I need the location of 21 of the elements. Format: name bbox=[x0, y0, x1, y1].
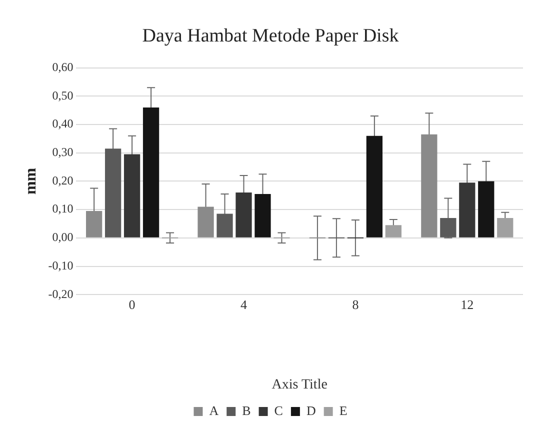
y-tick-label: 0,50 bbox=[52, 88, 74, 102]
legend-label: C bbox=[274, 402, 283, 418]
legend-label: D bbox=[306, 402, 316, 418]
y-tick-label: -0,20 bbox=[48, 286, 74, 301]
y-tick-label: 0,10 bbox=[52, 202, 74, 216]
chart-title: Daya Hambat Metode Paper Disk bbox=[142, 25, 400, 46]
y-tick-label: -0,10 bbox=[48, 258, 74, 272]
legend-label: B bbox=[242, 402, 252, 418]
y-tick-label: 0,30 bbox=[52, 145, 74, 160]
x-tick-label: 8 bbox=[352, 296, 359, 312]
legend-label: A bbox=[209, 402, 220, 418]
x-tick-label: 12 bbox=[460, 296, 474, 312]
y-tick-label: 0,60 bbox=[52, 60, 74, 74]
x-tick-label: 4 bbox=[240, 296, 248, 312]
x-axis-title: Axis Title bbox=[272, 377, 328, 392]
x-tick-label: 0 bbox=[128, 296, 136, 312]
y-tick-label: 0,40 bbox=[52, 116, 74, 131]
legend-label: E bbox=[339, 402, 348, 418]
y-axis-title: mm bbox=[22, 167, 40, 195]
y-tick-label: 0,20 bbox=[52, 173, 74, 188]
y-tick-label: 0,00 bbox=[52, 230, 74, 244]
